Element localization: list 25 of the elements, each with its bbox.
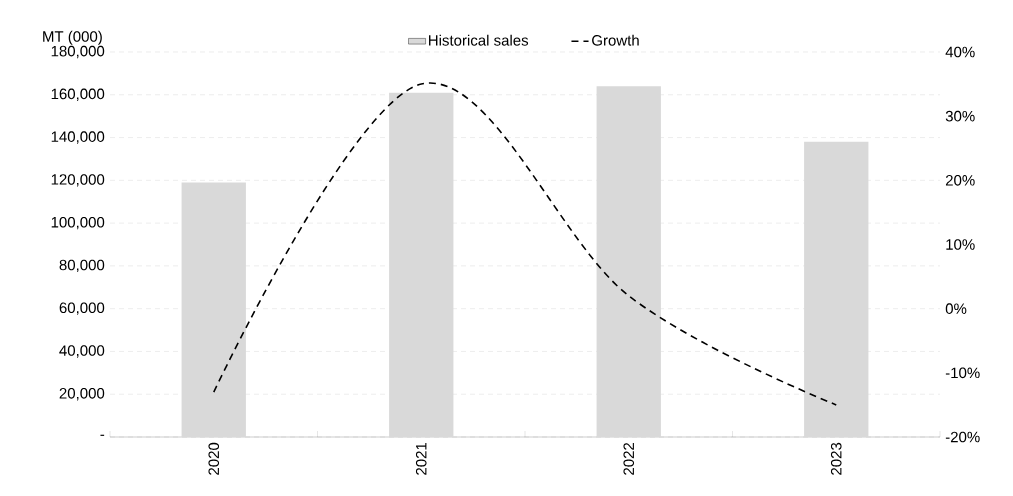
y2-tick-label: 30% [945,110,975,122]
y2-tick-label: 20% [945,175,975,186]
x-tick-label: 2022 [623,442,635,475]
y-tick-label: 20,000 [59,388,105,401]
line-series [212,83,838,406]
x-tick-label: 2023 [830,442,842,475]
y-tick-label: 120,000 [51,174,105,187]
y-tick-label: 60,000 [59,302,105,315]
y2-tick-label: -10% [945,367,980,379]
y-tick-label: 140,000 [51,131,105,144]
legend-label: Historical sales [429,34,529,46]
y2-tick-label: 40% [945,46,975,58]
y-tick-label: 180,000 [51,45,105,59]
y-tick-label: 40,000 [59,345,105,358]
y2-tick-label: 0% [945,303,967,314]
y2-tick-label: -20% [945,431,980,443]
y-tick-label: 160,000 [51,88,105,101]
y-tick-label: 80,000 [59,259,105,273]
legend-label: Growth [592,34,639,46]
y-tick-label: 100,000 [51,216,105,230]
y-tick-label: - [100,434,105,436]
x-tick-label: 2021 [415,442,427,475]
y2-tick-label: 10% [946,239,975,250]
y-axis-title: MT (000) [43,30,102,45]
x-tick-label: 2020 [208,442,220,475]
